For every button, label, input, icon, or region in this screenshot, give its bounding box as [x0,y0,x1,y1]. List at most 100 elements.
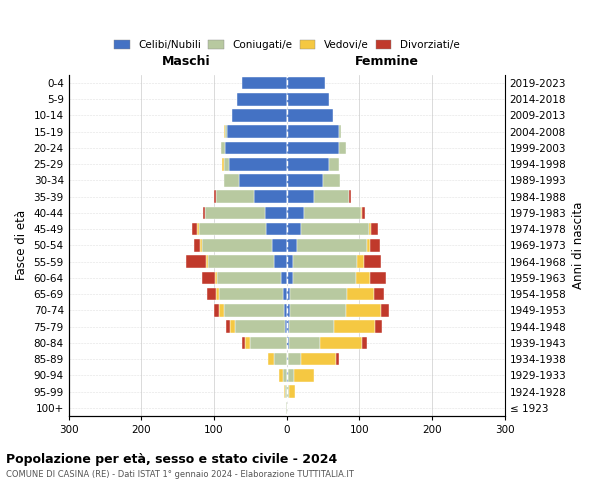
Bar [290,288,347,300]
Bar [287,256,293,268]
Bar [323,174,340,187]
Bar [287,272,293,284]
Bar [280,369,283,382]
Legend: Celibi/Nubili, Coniugati/e, Vedovi/e, Divorziati/e: Celibi/Nubili, Coniugati/e, Vedovi/e, Di… [110,36,463,54]
Bar [284,320,287,333]
Bar [250,336,287,349]
Bar [289,320,334,333]
Bar [200,239,202,252]
Bar [208,256,274,268]
Bar [227,126,287,138]
Bar [339,126,341,138]
Bar [367,239,370,252]
Bar [194,239,200,252]
Bar [357,256,364,268]
Bar [242,336,245,349]
Bar [376,320,382,333]
Bar [287,158,329,170]
Bar [287,320,289,333]
Bar [374,288,384,300]
Bar [380,304,389,316]
Bar [294,369,314,382]
Bar [285,386,287,398]
Bar [235,320,284,333]
Bar [288,369,294,382]
Bar [287,386,289,398]
Bar [197,223,199,235]
Bar [336,353,339,366]
Bar [346,304,380,316]
Bar [222,158,224,170]
Bar [301,353,336,366]
Bar [297,239,367,252]
Bar [287,288,290,300]
Text: Popolazione per età, sesso e stato civile - 2024: Popolazione per età, sesso e stato civil… [6,452,337,466]
Bar [287,336,289,349]
Bar [369,223,371,235]
Bar [329,158,339,170]
Bar [287,353,288,366]
Bar [207,288,215,300]
Bar [370,272,386,284]
Bar [225,126,227,138]
Bar [221,142,225,154]
Bar [216,190,254,203]
Bar [203,206,205,220]
Bar [224,174,239,187]
Bar [215,288,219,300]
Bar [254,190,287,203]
Bar [266,223,287,235]
Bar [361,206,362,220]
Bar [225,142,287,154]
Bar [224,126,225,138]
Bar [192,223,197,235]
Bar [274,256,287,268]
Bar [287,109,332,122]
Bar [287,142,339,154]
Bar [287,239,297,252]
Bar [287,190,314,203]
Bar [334,320,376,333]
Bar [272,239,287,252]
Y-axis label: Fasce di età: Fasce di età [15,210,28,280]
Bar [242,76,287,90]
Bar [286,402,287,414]
Bar [265,206,287,220]
Bar [293,272,356,284]
Bar [239,174,287,187]
Bar [283,288,287,300]
Bar [205,206,265,220]
Bar [304,206,361,220]
Bar [371,223,377,235]
Text: Femmine: Femmine [355,55,419,68]
Bar [214,304,219,316]
Bar [287,93,329,106]
Bar [281,272,287,284]
Bar [339,142,346,154]
Bar [287,206,304,220]
Bar [356,272,370,284]
Y-axis label: Anni di nascita: Anni di nascita [572,202,585,289]
Bar [287,174,323,187]
Bar [370,239,380,252]
Bar [301,223,369,235]
Bar [287,126,339,138]
Bar [347,288,374,300]
Text: Maschi: Maschi [162,55,211,68]
Bar [224,304,284,316]
Bar [283,369,287,382]
Bar [287,223,301,235]
Bar [320,336,362,349]
Bar [202,239,272,252]
Bar [215,272,217,284]
Bar [186,256,206,268]
Bar [287,76,325,90]
Bar [274,353,287,366]
Bar [238,93,287,106]
Bar [226,320,230,333]
Bar [289,386,295,398]
Bar [284,304,287,316]
Bar [287,369,288,382]
Bar [362,206,365,220]
Bar [232,109,287,122]
